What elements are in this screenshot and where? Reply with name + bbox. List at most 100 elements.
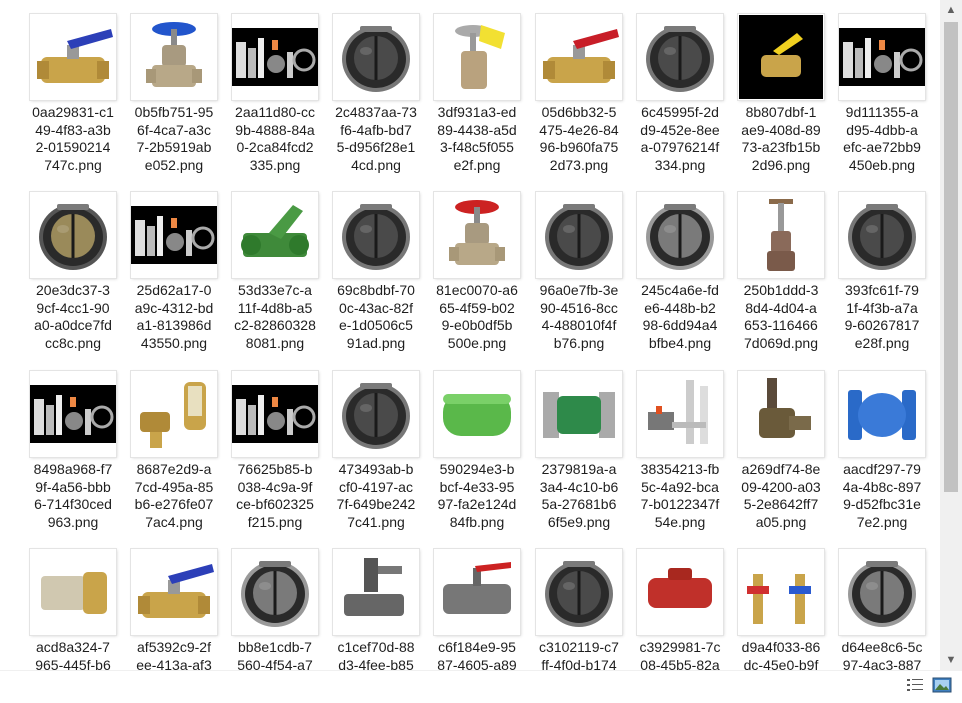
wafer-check-valve-icon[interactable]	[536, 549, 622, 635]
file-item[interactable]: 9d111355-a d95-4dbb-a efc-ae72bb9 450eb.…	[839, 0, 940, 176]
file-item[interactable]: 250b1ddd-3 8d4-4d04-a 653-116466 7d069d.…	[738, 178, 839, 354]
file-item[interactable]: 6c45995f-2d d9-452e-8ee a-07976214f 334.…	[637, 0, 738, 176]
wafer-check-valve-icon[interactable]	[536, 192, 622, 278]
file-item[interactable]: c3929981-7c 08-45b5-82a	[637, 535, 738, 670]
brass-foot-valve-strainer-icon[interactable]	[30, 549, 116, 635]
scroll-down-icon[interactable]: ▼	[945, 654, 957, 666]
scroll-thumb[interactable]	[944, 22, 958, 492]
file-item[interactable]: 69c8bdbf-70 0c-43ac-82f e-1d0506c5 91ad.…	[333, 178, 434, 354]
file-item[interactable]: 38354213-fb 5c-4a92-bca 7-b0122347f 54e.…	[637, 357, 738, 533]
file-item[interactable]: 2aa11d80-cc 9b-4888-84a 0-2ca84fcd2 335.…	[232, 0, 333, 176]
wafer-check-valve-steel-icon[interactable]	[637, 192, 723, 278]
file-item[interactable]: c6f184e9-95 87-4605-a89	[434, 535, 535, 670]
brass-ball-valve-red-handle-icon	[543, 29, 619, 83]
wafer-check-valve-icon[interactable]	[333, 371, 419, 457]
file-item[interactable]: 0aa29831-c1 49-4f83-a3b 2-01590214 747c.…	[30, 0, 131, 176]
file-name-label: 81ec0070-a6 65-4f59-b02 9-e0b0df5b 500e.…	[436, 282, 518, 351]
gas-valve-yellow-handle-icon	[739, 15, 823, 99]
file-item[interactable]: 0b5fb751-95 6f-4ca7-a3c 7-2b5919ab e052.…	[131, 0, 232, 176]
file-item[interactable]: 05d6bb32-5 475-4e26-84 96-b960fa75 2d73.…	[536, 0, 637, 176]
product-collage-black-icon[interactable]	[131, 192, 217, 278]
file-item[interactable]: a269df74-8e 09-4200-a03 5-2e8642ff7 a05.…	[738, 357, 839, 533]
file-item[interactable]: af5392c9-2f ee-413a-af3	[131, 535, 232, 670]
gate-valve-red-wheel-icon[interactable]	[434, 192, 520, 278]
gate-valve-blue-wheel-icon[interactable]	[131, 14, 217, 100]
gate-valve-yellow-tag-icon[interactable]	[434, 14, 520, 100]
file-name-label: 2379819a-a 3a4-4c10-b6 5a-27681b6 6f5e9.…	[539, 461, 619, 530]
details-view-icon[interactable]	[905, 676, 925, 694]
product-collage-black-icon	[232, 385, 318, 443]
gray-flanged-ball-valve-icon[interactable]	[434, 549, 520, 635]
product-collage-black-icon[interactable]	[232, 14, 318, 100]
wafer-check-valve-icon	[342, 204, 410, 270]
wafer-check-valve-steel-icon[interactable]	[232, 549, 318, 635]
wafer-check-valve-steel-icon[interactable]	[839, 549, 925, 635]
brass-manifold-pair-icon	[747, 574, 811, 624]
file-item[interactable]: c3102119-c7 ff-4f0d-b174	[536, 535, 637, 670]
green-inline-check-valve-icon	[443, 394, 511, 436]
brass-ball-valve-red-handle-icon[interactable]	[536, 14, 622, 100]
tall-globe-valve-icon	[767, 199, 795, 271]
brass-ball-valve-blue-handle-icon[interactable]	[30, 14, 116, 100]
file-item[interactable]: 8498a968-f7 9f-4a56-bbb 6-714f30ced 963.…	[30, 357, 131, 533]
file-item[interactable]: aacdf297-79 4a-4b8c-897 9-d52fbc31e 7e2.…	[839, 357, 940, 533]
file-name-label: 2c4837aa-73 f6-4afb-bd7 5-d956f28e1 4cd.…	[335, 104, 417, 173]
file-item[interactable]: acd8a324-7 965-445f-b6	[30, 535, 131, 670]
file-item[interactable]: d64ee8c6-5c 97-4ac3-887	[839, 535, 940, 670]
gray-actuated-valve-icon[interactable]	[333, 549, 419, 635]
file-item[interactable]: 393fc61f-79 1f-4f3b-a7a 9-60267817 e28f.…	[839, 178, 940, 354]
file-item[interactable]: 8b807dbf-1 ae9-408d-89 73-a23fb15b 2d96.…	[738, 0, 839, 176]
blue-flanged-check-valve-icon[interactable]	[839, 371, 925, 457]
file-item[interactable]: 8687e2d9-a 7cd-495a-85 b6-e276fe07 7ac4.…	[131, 357, 232, 533]
green-flanged-valve-icon[interactable]	[536, 371, 622, 457]
wafer-check-valve-icon[interactable]	[839, 192, 925, 278]
gas-valve-yellow-handle-icon[interactable]	[738, 14, 824, 100]
file-item[interactable]: 20e3dc37-3 9cf-4cc1-90 a0-a0dce7fd cc8c.…	[30, 178, 131, 354]
file-item[interactable]: 245c4a6e-fd e6-448b-b2 98-6dd94a4 bfbe4.…	[637, 178, 738, 354]
product-collage-black-icon[interactable]	[839, 14, 925, 100]
wafer-check-valve-icon[interactable]	[333, 14, 419, 100]
file-name-label: 0b5fb751-95 6f-4ca7-a3c 7-2b5919ab e052.…	[134, 104, 214, 173]
file-item[interactable]: 76625b85-b 038-4c9a-9f ce-bf602325 f215.…	[232, 357, 333, 533]
file-name-label: 53d33e7c-a 11f-4d8b-a5 c2-82860328 8081.…	[234, 282, 316, 351]
file-item[interactable]: 53d33e7c-a 11f-4d8b-a5 c2-82860328 8081.…	[232, 178, 333, 354]
brass-ball-valve-blue-handle-icon[interactable]	[131, 549, 217, 635]
product-collage-black-icon[interactable]	[30, 371, 116, 457]
file-item[interactable]: c1cef70d-88 d3-4fee-b85	[333, 535, 434, 670]
file-thumbnail-grid: 0aa29831-c1 49-4f83-a3b 2-01590214 747c.…	[30, 0, 940, 670]
brass-regulator-set-icon[interactable]	[131, 371, 217, 457]
red-inline-check-valve-icon[interactable]	[637, 549, 723, 635]
file-item[interactable]: 81ec0070-a6 65-4f59-b02 9-e0b0df5b 500e.…	[434, 178, 535, 354]
file-item[interactable]: 96a0e7fb-3e 90-4516-8cc 4-488010f4f b76.…	[536, 178, 637, 354]
bronze-angle-valve-icon[interactable]	[738, 371, 824, 457]
file-name-label: a269df74-8e 09-4200-a03 5-2e8642ff7 a05.…	[741, 461, 821, 530]
wafer-check-valve-brass-icon[interactable]	[30, 192, 116, 278]
file-item[interactable]: 2c4837aa-73 f6-4afb-bd7 5-d956f28e1 4cd.…	[333, 0, 434, 176]
file-item[interactable]: 473493ab-b cf0-4197-ac 7f-649be242 7c41.…	[333, 357, 434, 533]
brass-ball-valve-blue-handle-icon	[37, 29, 113, 83]
file-name-label: d9a4f033-86 dc-45e0-b9f	[741, 639, 821, 670]
file-item[interactable]: bb8e1cdb-7 560-4f54-a7	[232, 535, 333, 670]
file-name-label: 96a0e7fb-3e 90-4516-8cc 4-488010f4f b76.…	[539, 282, 619, 351]
file-item[interactable]: 25d62a17-0 a9c-4312-bd a1-813986d 43550.…	[131, 178, 232, 354]
file-item[interactable]: 2379819a-a 3a4-4c10-b6 5a-27681b6 6f5e9.…	[536, 357, 637, 533]
file-name-label: 2aa11d80-cc 9b-4888-84a 0-2ca84fcd2 335.…	[235, 104, 315, 173]
file-item[interactable]: d9a4f033-86 dc-45e0-b9f	[738, 535, 839, 670]
green-inline-check-valve-icon[interactable]	[434, 371, 520, 457]
brass-manifold-pair-icon[interactable]	[738, 549, 824, 635]
vertical-scrollbar[interactable]: ▲ ▼	[940, 0, 962, 670]
wafer-check-valve-icon[interactable]	[637, 14, 723, 100]
product-collage-black-icon[interactable]	[232, 371, 318, 457]
tall-globe-valve-icon[interactable]	[738, 192, 824, 278]
green-y-strainer-valve-icon[interactable]	[232, 192, 318, 278]
large-icons-view-icon[interactable]	[932, 676, 952, 694]
file-name-label: 25d62a17-0 a9c-4312-bd a1-813986d 43550.…	[134, 282, 214, 351]
file-name-label: 38354213-fb 5c-4a92-bca 7-b0122347f 54e.…	[640, 461, 720, 530]
file-item[interactable]: 3df931a3-ed 89-4438-a5d 3-f48c5f055 e2f.…	[434, 0, 535, 176]
file-name-label: aacdf297-79 4a-4b8c-897 9-d52fbc31e 7e2.…	[842, 461, 922, 530]
scroll-up-icon[interactable]: ▲	[945, 4, 957, 16]
pipe-fittings-assortment-icon[interactable]	[637, 371, 723, 457]
wafer-check-valve-icon[interactable]	[333, 192, 419, 278]
file-item[interactable]: 590294e3-b bcf-4e33-95 97-fa2e124d 84fb.…	[434, 357, 535, 533]
wafer-check-valve-icon	[342, 383, 410, 449]
